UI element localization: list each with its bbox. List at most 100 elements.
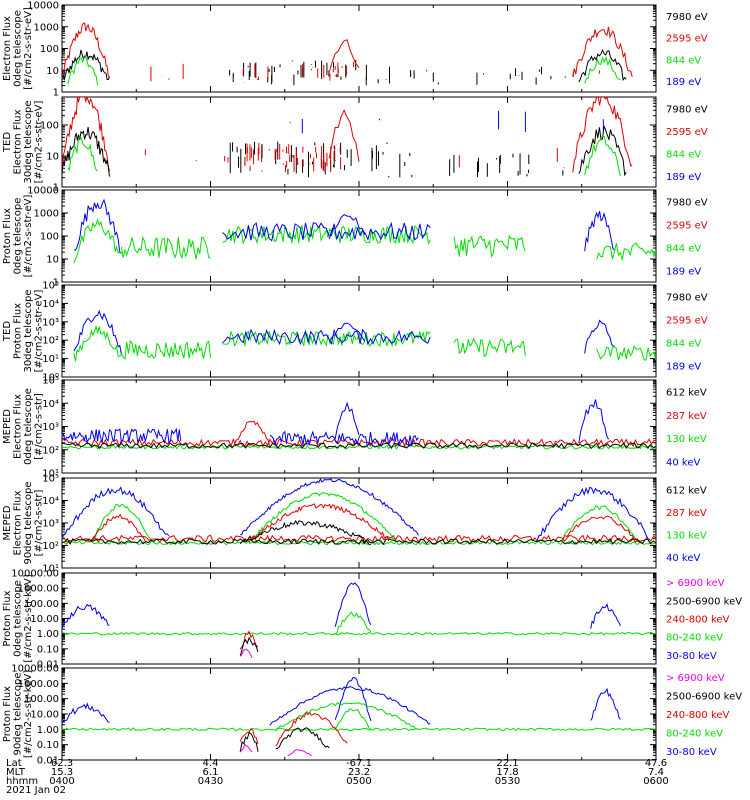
y-axis-label: 0deg telescope xyxy=(13,10,24,87)
legend-entry: 2595 eV xyxy=(666,221,708,232)
legend-entry: 7980 eV xyxy=(666,198,708,209)
series-blue xyxy=(62,486,170,538)
series-red xyxy=(233,420,271,448)
series-blue xyxy=(334,401,360,439)
series-red xyxy=(62,534,656,543)
y-tick-label: 10⁵ xyxy=(42,376,59,387)
footer-mlt-value: 7.4 xyxy=(648,767,664,778)
legend-entry: 2500-6900 keV xyxy=(666,596,742,607)
y-axis-label: Proton Flux xyxy=(2,590,13,646)
series-black xyxy=(239,731,259,753)
series-green xyxy=(334,708,372,731)
series-blue xyxy=(334,582,372,627)
y-axis-label: [#/cm2-s-str] xyxy=(34,393,45,460)
series-green xyxy=(560,505,639,543)
y-tick-label: 1000 xyxy=(34,22,59,33)
y-axis-label: 0deg telescope xyxy=(13,580,24,657)
series-blue xyxy=(269,686,431,726)
y-axis-label: [#/cm2-s-str-eV] xyxy=(34,290,45,373)
y-tick-label: 100.00 xyxy=(24,694,59,705)
series-blue xyxy=(73,198,122,254)
date-label: 2021 Jan 02 xyxy=(6,785,66,796)
y-axis-label: Electron Flux xyxy=(2,16,13,81)
legend-entry: 80-240 keV xyxy=(666,728,723,739)
series-green xyxy=(91,503,152,541)
y-tick-label: 10000 xyxy=(27,1,59,12)
series-green xyxy=(73,218,122,263)
series-green xyxy=(120,235,211,260)
y-axis-label: Proton Flux xyxy=(2,208,13,264)
legend-entry: 130 keV xyxy=(666,530,707,541)
y-axis-label: Proton Flux xyxy=(2,686,13,742)
series-blue xyxy=(584,210,615,252)
series-green xyxy=(120,339,211,361)
panel-4: 10⁰ 10¹ 10² 10³ 10⁴ 10⁵ TED Proton Flux 30deg te… xyxy=(2,281,708,384)
y-tick-label: 10.00 xyxy=(30,614,59,625)
y-tick-label: 1000 xyxy=(34,209,59,220)
y-tick-label: 10.00 xyxy=(30,710,59,721)
series-red xyxy=(62,97,110,172)
y-axis-label: 30deg telescope xyxy=(23,100,34,183)
series-red xyxy=(91,513,146,542)
footer-hhmm-value: 0400 xyxy=(49,776,74,787)
legend-entry: 844 eV xyxy=(666,149,701,160)
series-green xyxy=(62,631,656,636)
series-green xyxy=(222,330,431,348)
y-axis-label: Proton Flux xyxy=(13,303,24,359)
series-green xyxy=(584,135,621,177)
panel-7: 0.01 0.10 1.00 10.00 100.00 1000.00 10000.00 Pr… xyxy=(2,569,742,671)
series-blue xyxy=(334,677,372,722)
y-tick-label: 10⁴ xyxy=(42,399,59,410)
y-tick-label: 10000 xyxy=(27,186,59,197)
y-tick-label: 10 xyxy=(46,255,59,266)
series-black xyxy=(275,727,330,750)
y-tick-label: 1 xyxy=(53,88,59,99)
series-red xyxy=(328,39,360,72)
y-axis-label: 90deg telescope xyxy=(13,672,24,755)
panel-frame xyxy=(61,379,657,474)
series-green xyxy=(67,55,99,86)
footer-mlt-value: 15.3 xyxy=(51,767,73,778)
footer-mlt-value: 23.2 xyxy=(348,767,370,778)
data-traces xyxy=(62,22,633,86)
legend-entry: 40 keV xyxy=(666,457,700,468)
series-blue xyxy=(222,221,431,242)
y-axis-label: [#/cm2-s-str] xyxy=(34,489,45,556)
y-tick-label: 0.01 xyxy=(37,756,59,767)
y-tick-label: 10 xyxy=(46,151,59,162)
legend-entry: 287 keV xyxy=(666,411,707,422)
legend-entry: 240-800 keV xyxy=(666,615,730,626)
y-tick-label: 0.01 xyxy=(37,660,59,671)
series-red xyxy=(62,22,110,78)
y-tick-label: 1 xyxy=(53,183,59,194)
y-axis-label: 0deg telescope xyxy=(13,198,24,275)
series-blue xyxy=(240,478,419,536)
y-axis-label: 90deg telescope xyxy=(23,481,34,564)
series-green xyxy=(73,324,122,362)
data-traces xyxy=(73,309,656,362)
y-axis-label: TED xyxy=(2,132,13,153)
series-green xyxy=(334,611,372,635)
y-tick-label: 100 xyxy=(40,44,59,55)
panel-frame xyxy=(61,477,657,569)
footer-row-label: MLT xyxy=(6,767,26,778)
legend-entry: 130 keV xyxy=(666,434,707,445)
y-tick-label: 10000.00 xyxy=(11,569,59,580)
panel-frame xyxy=(61,572,657,665)
data-traces xyxy=(62,478,656,546)
y-tick-label: 10³ xyxy=(42,317,59,328)
y-tick-label: 10⁵ xyxy=(42,474,59,485)
series-blue xyxy=(269,430,419,447)
legend-entry: > 6900 keV xyxy=(666,673,725,684)
footer-lat-value: 22.1 xyxy=(496,758,518,769)
legend-entry: 2595 eV xyxy=(666,34,708,45)
series-black xyxy=(239,636,259,657)
panel-frame xyxy=(61,96,657,188)
panel-2: 1 10 100 TED Electron Flux 30deg telescope [#/… xyxy=(2,96,708,194)
legend-entry: 189 eV xyxy=(666,267,701,278)
legend-entry: > 6900 keV xyxy=(666,578,725,589)
y-axis-label: 30deg telescope xyxy=(23,289,34,372)
series-blue xyxy=(328,322,366,342)
legend-entry: 30-80 keV xyxy=(666,651,717,662)
